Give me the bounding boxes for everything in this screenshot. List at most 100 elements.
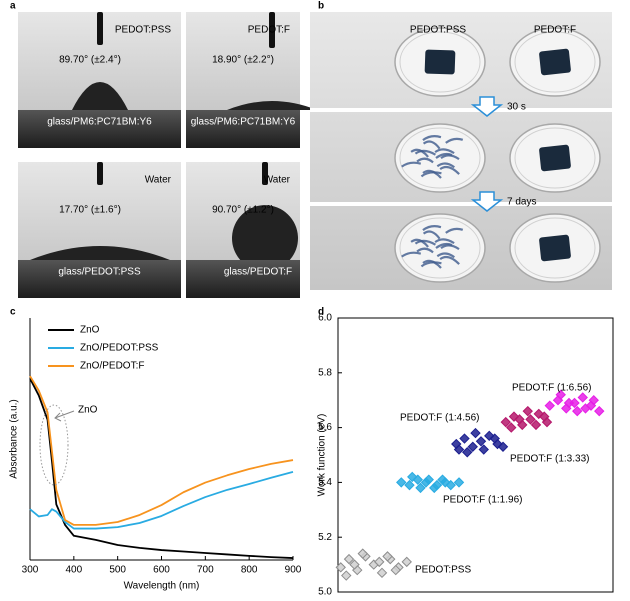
petri-dish xyxy=(394,213,486,283)
needle xyxy=(269,12,275,48)
droplet xyxy=(72,82,128,110)
step-label: 7 days xyxy=(507,197,536,208)
y-tick-label: 6.0 xyxy=(318,313,332,324)
contact-angle: 18.90° (±2.2°) xyxy=(212,55,274,66)
point xyxy=(335,562,346,573)
fiber xyxy=(422,140,441,150)
point xyxy=(475,436,487,447)
point xyxy=(453,477,465,488)
point xyxy=(453,444,465,455)
point xyxy=(376,567,388,579)
series-label: PEDOT:F (1:3.33) xyxy=(510,454,589,465)
petri-dish-rim xyxy=(514,127,596,189)
contact-angle: 89.70° (±2.4°) xyxy=(59,55,121,66)
step-label: 30 s xyxy=(507,102,526,113)
contact-angle: 17.70° (±1.6°) xyxy=(59,205,121,216)
film xyxy=(539,48,571,76)
line-series xyxy=(29,471,294,530)
liquid-label: Water xyxy=(145,175,172,186)
fiber xyxy=(410,148,429,158)
fiber xyxy=(414,149,436,156)
droplet xyxy=(30,246,170,260)
point xyxy=(588,394,599,406)
point xyxy=(382,551,393,562)
fiber xyxy=(436,162,455,169)
petri-dish-rim xyxy=(399,127,481,189)
fiber xyxy=(422,135,442,142)
x-axis-label: Wavelength (nm) xyxy=(124,581,200,592)
point xyxy=(478,444,489,455)
substrate-label: glass/PEDOT:PSS xyxy=(58,267,141,278)
point xyxy=(500,416,511,428)
substrate xyxy=(186,260,300,298)
column-label: PEDOT:PSS xyxy=(410,25,466,36)
series-label: PEDOT:PSS xyxy=(415,565,471,576)
petri-dish-rim xyxy=(514,217,596,279)
fiber xyxy=(422,230,441,240)
panel-label: a xyxy=(10,1,16,12)
substrate-label: glass/PM6:PC71BM:Y6 xyxy=(47,117,152,128)
fiber xyxy=(439,255,460,265)
point xyxy=(470,427,481,439)
line-series xyxy=(29,378,294,559)
series-label: PEDOT:F (1:1.96) xyxy=(443,495,522,506)
fiber xyxy=(439,165,460,175)
legend-label: ZnO/PEDOT:F xyxy=(80,361,144,372)
y-tick-label: 5.4 xyxy=(318,477,332,488)
point xyxy=(572,405,583,417)
petri-dish-rim xyxy=(399,31,481,93)
film xyxy=(424,49,456,75)
point xyxy=(423,474,434,485)
point xyxy=(440,477,451,488)
point xyxy=(580,403,591,414)
y-tick-label: 5.6 xyxy=(318,422,332,433)
fiber xyxy=(422,259,442,269)
fiber xyxy=(445,137,464,144)
film xyxy=(539,144,571,172)
substrate xyxy=(186,110,300,148)
series-label: PEDOT:F (1:6.56) xyxy=(512,383,591,394)
fiber xyxy=(416,157,434,164)
petri-dish-rim xyxy=(514,31,596,93)
point xyxy=(539,411,550,422)
photo-divider xyxy=(310,108,612,112)
droplet xyxy=(232,205,298,260)
fiber xyxy=(440,154,460,161)
fiber xyxy=(420,171,442,178)
petri-dish-rim xyxy=(399,217,481,279)
point xyxy=(522,405,533,417)
x-tick-label: 500 xyxy=(109,565,126,576)
point xyxy=(462,447,473,458)
x-tick-label: 800 xyxy=(241,565,258,576)
y-tick-label: 5.2 xyxy=(318,532,332,543)
annotation: ZnO xyxy=(78,405,98,416)
column-label: PEDOT:F xyxy=(534,25,576,36)
fiber xyxy=(434,238,455,245)
panel-label: c xyxy=(10,307,16,318)
droplet xyxy=(227,101,317,110)
fiber xyxy=(440,244,460,251)
fiber xyxy=(422,225,442,232)
liquid-label: PEDOT:F xyxy=(248,25,290,36)
needle xyxy=(97,12,103,45)
point xyxy=(467,441,478,452)
point xyxy=(396,477,407,488)
point xyxy=(343,553,355,565)
point xyxy=(514,414,525,425)
x-tick-label: 400 xyxy=(65,565,82,576)
fiber xyxy=(410,238,429,248)
liquid-label: Water xyxy=(264,175,291,186)
arrow xyxy=(470,191,504,212)
y-tick-label: 5.8 xyxy=(318,367,332,378)
point xyxy=(555,389,566,400)
annotation-ellipse xyxy=(39,404,69,486)
needle xyxy=(262,162,268,185)
legend-label: ZnO/PEDOT:PSS xyxy=(80,343,159,354)
point xyxy=(357,548,368,559)
fiber xyxy=(401,251,422,258)
x-tick-label: 600 xyxy=(153,565,170,576)
substrate-label: glass/PM6:PC71BM:Y6 xyxy=(191,117,296,128)
point xyxy=(390,564,401,576)
point xyxy=(407,471,418,483)
point xyxy=(415,482,426,494)
